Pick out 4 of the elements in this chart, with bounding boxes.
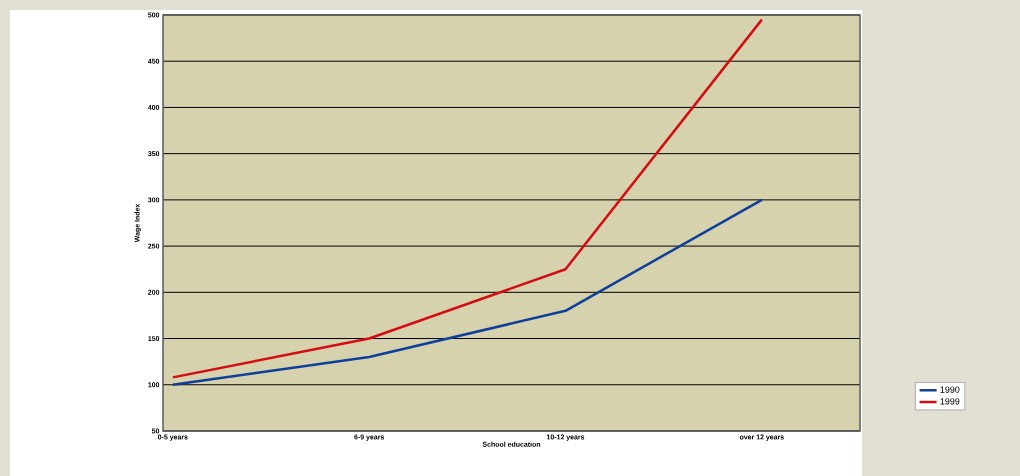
line-series: [171, 18, 764, 379]
legend-label: 1999: [940, 398, 960, 405]
line-series: [171, 198, 764, 387]
legend-label: 1990: [940, 386, 960, 393]
